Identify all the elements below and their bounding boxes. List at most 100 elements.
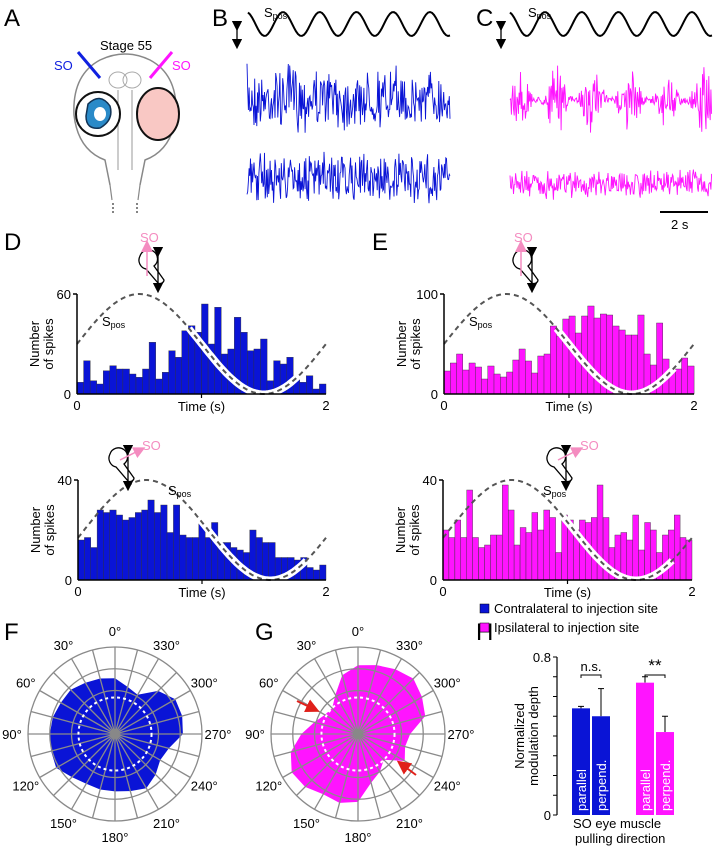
y-axis-label: Numberof spikes — [393, 504, 422, 556]
eye-outline — [512, 249, 539, 285]
bar-label: perpend. — [658, 760, 673, 811]
nerve-trace — [246, 151, 451, 204]
angle-label: 210° — [153, 816, 180, 831]
bar-label: parallel — [574, 769, 589, 811]
polar-spoke — [30, 710, 116, 735]
y-tick-label: 100 — [416, 287, 438, 302]
spos-label-main: S — [168, 483, 177, 498]
angle-label: 270° — [205, 727, 232, 742]
angle-label: 90° — [245, 727, 265, 742]
so-label: SO — [514, 230, 533, 245]
histogram-bar — [478, 547, 485, 581]
spos-label-c: Spos — [528, 5, 552, 21]
angle-label: 330° — [396, 638, 423, 653]
polar-spoke — [70, 658, 116, 735]
histogram-bar — [103, 512, 111, 581]
histogram-bar — [306, 567, 314, 581]
histogram-bar — [175, 357, 183, 395]
angle-label: 300° — [191, 676, 218, 691]
angle-label: 150° — [293, 816, 320, 831]
angle-label: 210° — [396, 816, 423, 831]
spos-label-main: S — [543, 483, 552, 498]
histogram-bar — [685, 539, 693, 581]
polar-spoke — [334, 733, 359, 819]
histogram-bar — [687, 365, 695, 395]
histogram-bar — [500, 376, 507, 395]
histogram-bar — [481, 378, 489, 395]
spos-label-main: S — [469, 314, 478, 329]
y-axis-label-line: Normalized — [512, 703, 527, 769]
histogram-bar — [525, 532, 533, 581]
histogram-bar — [185, 537, 193, 581]
spos-label-b: Spos — [264, 5, 288, 21]
spos-sine-trace — [247, 10, 451, 38]
polar-spoke — [114, 710, 200, 735]
bar-contralateral-1 — [592, 716, 610, 815]
histogram-bar — [443, 370, 451, 395]
legend-ipsilateral: Ipsilateral to injection site — [494, 620, 639, 635]
polar-spoke — [357, 733, 420, 796]
electrode-right — [148, 51, 174, 79]
histogram-bar — [626, 539, 633, 581]
histogram-bar — [96, 509, 104, 581]
polar-spoke — [334, 649, 359, 735]
so-label-right: SO — [172, 58, 191, 73]
histogram-bar — [83, 360, 91, 395]
histogram-bar — [674, 514, 681, 581]
x-tick-label: 2 — [322, 398, 329, 413]
angle-label: 300° — [434, 676, 461, 691]
histogram-bar — [512, 359, 520, 395]
histogram-bar — [637, 314, 645, 395]
histogram-bar — [90, 547, 98, 581]
spos-label: Spos — [469, 314, 493, 330]
histogram-bar — [644, 522, 651, 581]
y-axis-label-line: of spikes — [42, 504, 57, 556]
eye-schematic-icon: SO — [512, 230, 539, 294]
x-axis-label: Time (s) — [545, 399, 592, 414]
y-tick-label: 0 — [430, 573, 437, 588]
polar-spoke — [357, 672, 420, 735]
polar-spoke — [114, 733, 139, 819]
angle-label: 30° — [54, 638, 74, 653]
histogram-bar — [268, 542, 276, 581]
x-tick-label: 0 — [74, 584, 81, 599]
angle-label: 90° — [2, 727, 22, 742]
stage-label: Stage 55 — [100, 38, 152, 53]
reference-circle — [77, 696, 153, 772]
polar-spoke — [357, 733, 434, 779]
nerve-trace — [246, 63, 451, 133]
x-tick-label: 2 — [688, 584, 695, 599]
polar-spoke — [282, 733, 359, 779]
polar-center — [353, 729, 363, 739]
polar-spoke — [114, 672, 177, 735]
nerve-recordings: Spos Spos 2 s — [231, 5, 713, 232]
polar-spoke — [273, 710, 359, 735]
polar-spoke — [114, 733, 177, 796]
spos-label-sub: pos — [111, 320, 126, 330]
histogram-bar — [214, 307, 222, 395]
histogram-bar — [89, 380, 97, 395]
eye-outline — [546, 447, 573, 483]
histogram-bar — [466, 489, 473, 581]
eye-schematic-icon: SO — [138, 230, 165, 294]
polar-spoke — [357, 733, 382, 819]
histogram-bar — [115, 514, 123, 581]
histogram-bar — [531, 512, 539, 581]
spos-label: Spos — [168, 483, 192, 499]
x-tick-label: 0 — [439, 584, 446, 599]
angle-label: 0° — [352, 624, 364, 639]
histogram-bar — [460, 537, 467, 581]
histogram-bar — [487, 365, 495, 395]
histogram-bar — [122, 519, 130, 581]
histogram-bar — [142, 368, 150, 395]
y-axis-label: Numberof spikes — [394, 318, 423, 370]
histogram-bar — [679, 537, 687, 581]
y-axis-label: Numberof spikes — [27, 318, 56, 370]
polar-plot-F: 0° 30° 60° 90° 120° 150° 180° 210° 240° 270° 300° 3… — [2, 624, 231, 845]
polar-spoke — [313, 658, 359, 735]
legend-swatch-ipsilateral — [479, 622, 490, 633]
bar-contralateral-0 — [572, 708, 590, 815]
y-tick-label: 0 — [65, 573, 72, 588]
angle-label: 180° — [102, 830, 129, 845]
polar-spoke — [91, 649, 116, 735]
